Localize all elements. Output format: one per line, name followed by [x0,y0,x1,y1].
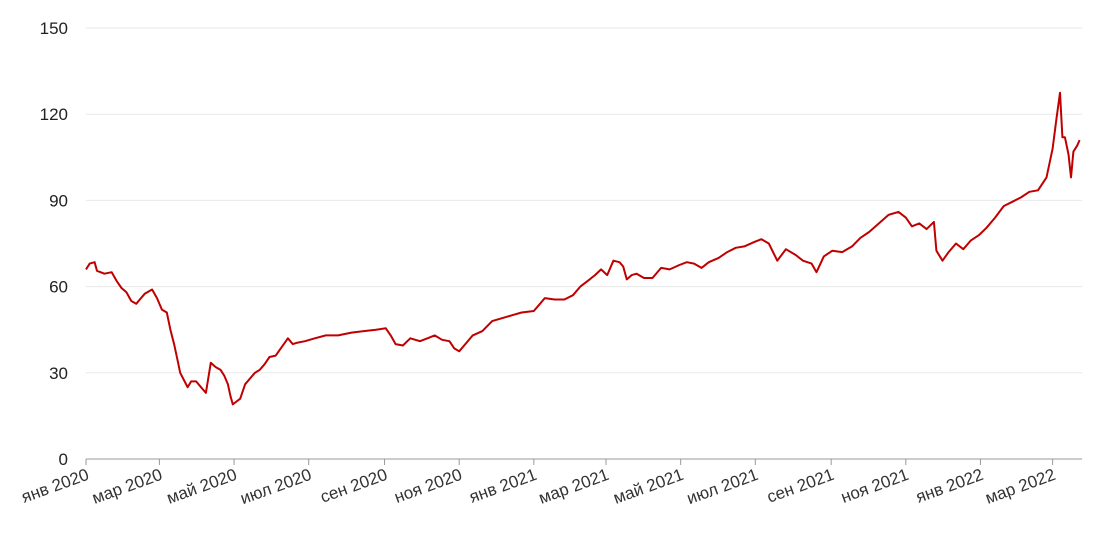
x-tick-label: июл 2020 [238,465,314,508]
x-tick-label: мар 2022 [983,465,1058,508]
y-axis-ticks: 0 30 60 90 120 150 [40,19,68,469]
x-tick-label: янв 2021 [467,465,539,507]
x-tick-label: сен 2021 [764,465,836,507]
x-tick-label: июл 2021 [684,465,760,508]
x-tick-label: янв 2020 [19,465,91,507]
x-tick-label: ноя 2020 [392,465,465,507]
gridlines [86,27,1082,374]
y-tick-label: 0 [59,450,68,469]
x-tick-label: май 2021 [611,465,686,508]
y-tick-label: 30 [49,364,68,383]
y-tick-label: 120 [40,105,68,124]
x-tick-label: ноя 2021 [838,465,911,507]
x-tick-label: янв 2022 [913,465,985,507]
y-tick-label: 60 [49,278,68,297]
x-tick-label: сен 2020 [318,465,390,507]
y-tick-label: 90 [49,191,68,210]
series-line [85,91,1081,406]
x-tick-label: мар 2020 [90,465,165,508]
x-tick-label: мар 2021 [536,465,611,508]
series-layer [85,91,1081,406]
x-tick-label: май 2020 [164,465,239,508]
y-tick-label: 150 [40,19,68,38]
